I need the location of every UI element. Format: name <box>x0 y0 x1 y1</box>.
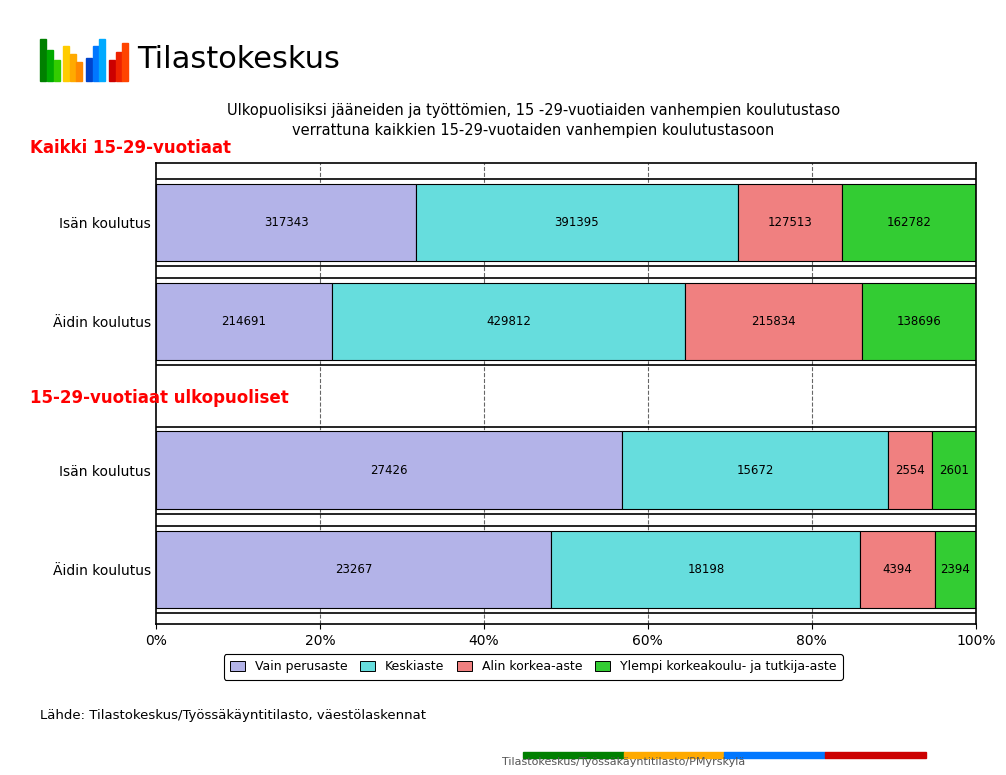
Text: 317343: 317343 <box>264 215 309 229</box>
Bar <box>936 531 976 608</box>
Bar <box>156 432 622 509</box>
Text: 15672: 15672 <box>736 463 774 477</box>
Bar <box>737 184 842 261</box>
Bar <box>862 283 976 360</box>
Text: 23267: 23267 <box>335 563 372 576</box>
Text: 214691: 214691 <box>221 315 267 328</box>
Text: 429812: 429812 <box>486 315 531 328</box>
Bar <box>622 432 888 509</box>
Text: 391395: 391395 <box>554 215 600 229</box>
Text: Tilastokeskus: Tilastokeskus <box>137 45 340 74</box>
Text: 2601: 2601 <box>939 463 969 477</box>
Bar <box>156 283 332 360</box>
Bar <box>156 531 551 608</box>
Bar <box>156 184 416 261</box>
Bar <box>842 184 976 261</box>
Text: Kaikki 15-29-vuotiaat: Kaikki 15-29-vuotiaat <box>30 139 231 157</box>
Text: verrattuna kaikkien 15-29-vuotaiden vanhempien koulutustasoon: verrattuna kaikkien 15-29-vuotaiden vanh… <box>292 122 775 138</box>
Text: 15-29-vuotiaat ulkopuoliset: 15-29-vuotiaat ulkopuoliset <box>30 389 289 408</box>
Bar <box>888 432 932 509</box>
Text: 127513: 127513 <box>768 215 812 229</box>
Text: 4394: 4394 <box>883 563 912 576</box>
Legend: Vain perusaste, Keskiaste, Alin korkea-aste, Ylempi korkeakoulu- ja tutkija-aste: Vain perusaste, Keskiaste, Alin korkea-a… <box>223 654 843 680</box>
Text: 215834: 215834 <box>751 315 796 328</box>
Bar <box>685 283 862 360</box>
Bar <box>551 531 860 608</box>
Bar <box>932 432 976 509</box>
Text: 138696: 138696 <box>896 315 942 328</box>
Text: 27426: 27426 <box>370 463 407 477</box>
Bar <box>416 184 737 261</box>
Bar <box>860 531 936 608</box>
Text: 2394: 2394 <box>941 563 971 576</box>
Bar <box>332 283 685 360</box>
Text: 18198: 18198 <box>687 563 724 576</box>
Text: 2554: 2554 <box>895 463 925 477</box>
Text: Ulkopuolisiksi jääneiden ja työttömien, 15 -29-vuotiaiden vanhempien koulutustas: Ulkopuolisiksi jääneiden ja työttömien, … <box>226 102 840 118</box>
Text: Lähde: Tilastokeskus/Työssäkäyntitilasto, väestölaskennat: Lähde: Tilastokeskus/Työssäkäyntitilasto… <box>40 709 427 722</box>
Text: Tilastokeskus/Työssäkäyntitilasto/PMyrskylä: Tilastokeskus/Työssäkäyntitilasto/PMyrsk… <box>502 757 745 767</box>
Text: 162782: 162782 <box>886 215 932 229</box>
